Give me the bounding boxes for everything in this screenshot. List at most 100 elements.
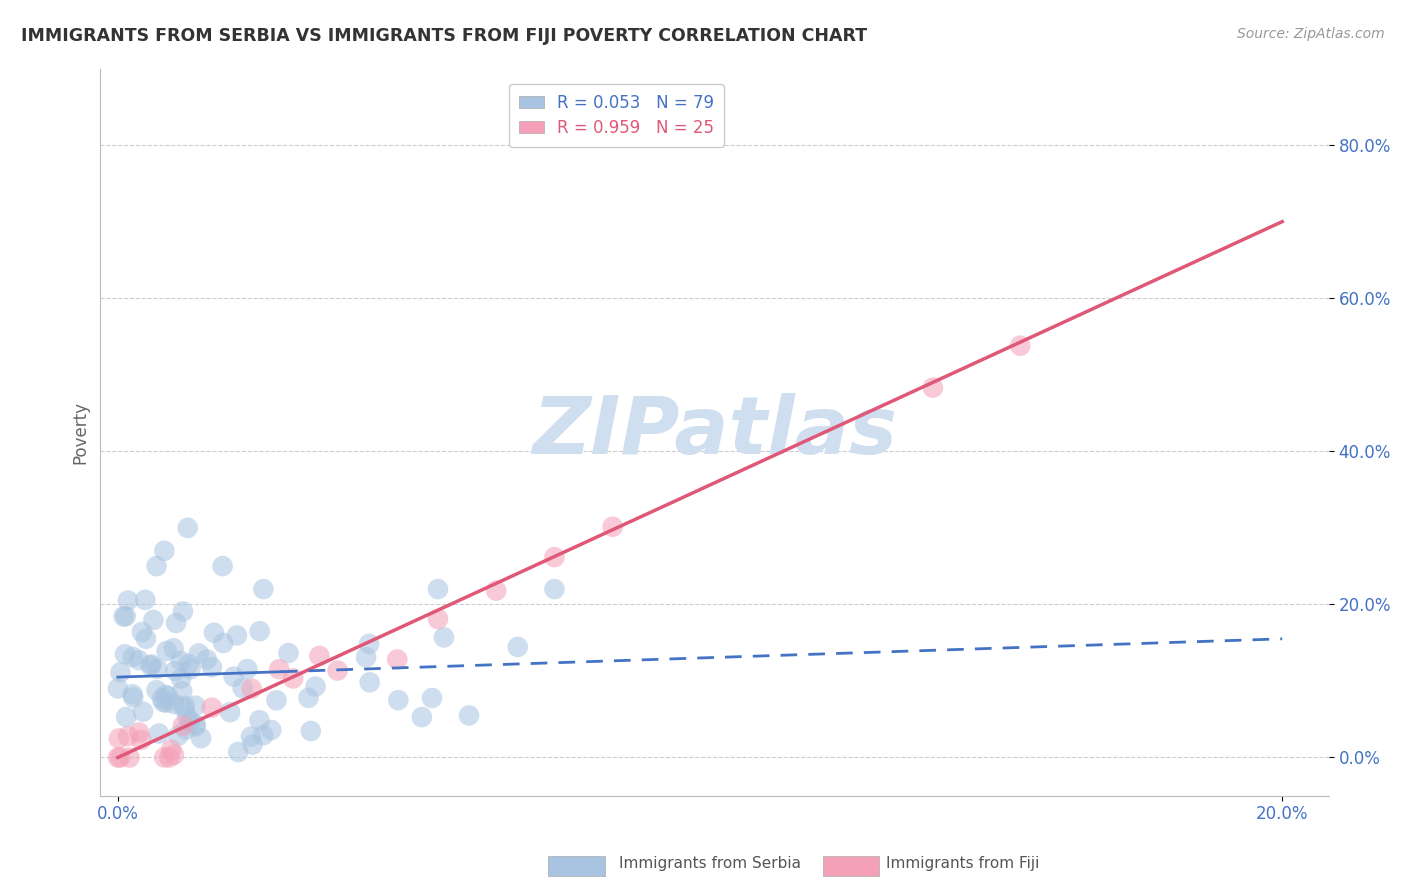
Point (152, 695, 174, 709)
Point (128, 653, 150, 667)
Point (411, 710, 433, 724)
Point (117, 729, 139, 743)
Point (156, 644, 179, 658)
Point (176, 521, 198, 535)
Point (202, 625, 225, 640)
Point (122, 690, 145, 705)
Point (160, 742, 183, 756)
Point (145, 559, 167, 574)
Point (155, 696, 177, 710)
Point (308, 648, 330, 663)
Point (129, 732, 152, 747)
Point (201, 660, 224, 674)
Point (172, 684, 194, 698)
Point (543, 582, 565, 596)
Point (128, 725, 150, 739)
Point (201, 700, 224, 714)
Point (299, 724, 322, 739)
Point (174, 723, 197, 737)
Point (427, 612, 450, 626)
Text: ZIPatlas: ZIPatlas (531, 393, 897, 471)
Point (180, 714, 202, 729)
Point (543, 550, 565, 565)
Point (433, 631, 456, 645)
Text: Immigrants from Serbia: Immigrants from Serbia (619, 856, 800, 871)
Point (249, 713, 271, 727)
Point (141, 657, 163, 672)
Point (249, 624, 271, 639)
Point (354, 650, 377, 665)
Point (179, 662, 201, 676)
Point (242, 738, 264, 752)
Point (190, 731, 212, 746)
Text: IMMIGRANTS FROM SERBIA VS IMMIGRANTS FROM FIJI POVERTY CORRELATION CHART: IMMIGRANTS FROM SERBIA VS IMMIGRANTS FRO… (21, 27, 868, 45)
Point (163, 641, 186, 656)
Point (922, 381, 945, 395)
Point (506, 640, 529, 654)
Point (240, 681, 263, 696)
Point (165, 664, 187, 678)
Point (187, 647, 209, 661)
Point (222, 670, 245, 684)
Point (150, 691, 173, 706)
Point (112, 609, 135, 624)
Point (165, 615, 187, 630)
Point (359, 637, 381, 651)
Point (304, 680, 326, 694)
Point (184, 717, 207, 731)
Point (485, 583, 508, 598)
Point (163, 747, 186, 762)
Point (236, 662, 259, 676)
Point (139, 658, 162, 673)
Point (427, 582, 450, 596)
Point (145, 683, 167, 698)
Legend: R = 0.053   N = 79, R = 0.959   N = 25: R = 0.053 N = 79, R = 0.959 N = 25 (509, 84, 724, 147)
Point (118, 750, 141, 764)
Point (110, 665, 132, 680)
Point (167, 729, 190, 743)
Point (107, 681, 129, 696)
Point (458, 708, 481, 723)
Point (172, 718, 194, 732)
Point (602, 520, 624, 534)
Point (219, 705, 242, 719)
Point (176, 710, 198, 724)
Point (153, 750, 176, 764)
Point (148, 726, 170, 740)
Point (297, 690, 319, 705)
Point (132, 705, 155, 719)
Point (108, 750, 131, 764)
Point (195, 652, 218, 666)
Point (269, 662, 291, 676)
Point (131, 625, 153, 640)
Text: Source: ZipAtlas.com: Source: ZipAtlas.com (1237, 27, 1385, 41)
Point (157, 750, 180, 764)
Point (157, 689, 180, 703)
Point (117, 593, 139, 607)
Point (177, 657, 200, 671)
Point (114, 609, 136, 624)
Y-axis label: Poverty: Poverty (72, 401, 89, 464)
Point (155, 688, 177, 702)
Point (260, 723, 283, 737)
Point (115, 710, 138, 724)
Point (226, 745, 249, 759)
Point (387, 652, 409, 666)
Point (266, 693, 288, 707)
Point (108, 731, 131, 746)
Point (146, 662, 169, 676)
Point (173, 698, 195, 713)
Point (142, 613, 165, 627)
Point (232, 681, 254, 695)
Point (387, 693, 409, 707)
Point (121, 649, 143, 664)
Point (170, 672, 193, 686)
Point (252, 728, 274, 742)
Point (172, 604, 194, 618)
Point (163, 697, 186, 711)
Point (252, 582, 274, 596)
Point (134, 592, 156, 607)
Point (211, 559, 233, 574)
Point (420, 690, 443, 705)
Point (277, 646, 299, 660)
